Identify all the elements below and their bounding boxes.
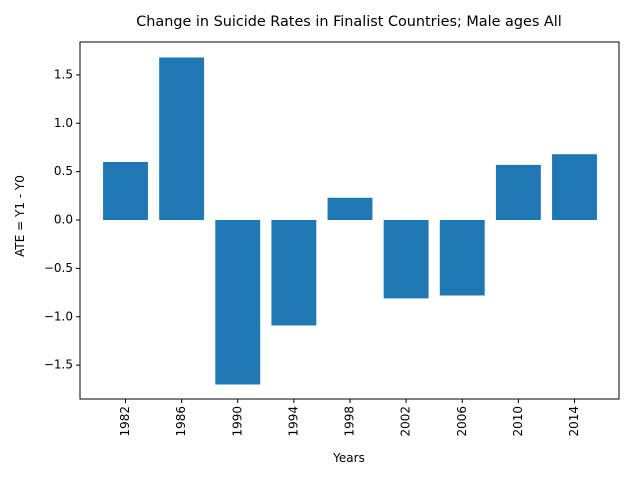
- x-tick-label-1998: 1998: [343, 406, 357, 437]
- bar-2010: [495, 164, 541, 221]
- bar-1998: [327, 197, 373, 221]
- bar-1982: [103, 161, 148, 221]
- x-tick-label-1994: 1994: [286, 406, 300, 437]
- x-tick-label-2006: 2006: [455, 406, 469, 437]
- plot-frame: [79, 41, 620, 400]
- bar-1986: [159, 57, 205, 221]
- x-tick-label-1986: 1986: [174, 406, 188, 437]
- x-tick-label-1982: 1982: [118, 406, 132, 437]
- y-tick-label: 0.5: [54, 164, 73, 178]
- bar-2006: [439, 220, 485, 296]
- bar-2002: [383, 220, 429, 299]
- y-tick-label: 1.0: [54, 116, 73, 130]
- x-tick-label-2010: 2010: [511, 406, 525, 437]
- x-tick-label-2002: 2002: [399, 406, 413, 437]
- y-tick-label: 1.5: [54, 67, 73, 81]
- y-tick-label: −1.0: [44, 309, 73, 323]
- y-tick-label: 0.0: [54, 213, 73, 227]
- bars-layer: [103, 57, 597, 385]
- x-tick-label-2014: 2014: [567, 406, 581, 437]
- y-tick-label: −1.5: [44, 358, 73, 372]
- bar-2014: [552, 154, 597, 221]
- y-axis-label: ATE = Y1 - Y0: [13, 175, 27, 257]
- x-tick-label-1990: 1990: [230, 406, 244, 437]
- y-tick-label: −0.5: [44, 261, 73, 275]
- y-axis-ticks: −1.5 −1.0 −0.5 0.0 0.5 1.0 1.5: [44, 67, 80, 372]
- x-axis-label: Years: [332, 451, 365, 465]
- x-axis-ticks: 1982 1986 1990 1994 1998 2002 2006 2010 2014: [118, 399, 581, 437]
- bar-1994: [271, 220, 317, 326]
- chart-title: Change in Suicide Rates in Finalist Coun…: [136, 14, 562, 30]
- bar-1990: [215, 220, 261, 385]
